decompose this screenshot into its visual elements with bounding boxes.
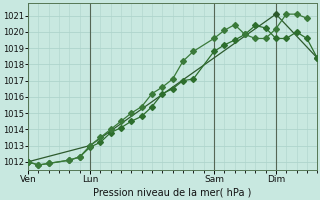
X-axis label: Pression niveau de la mer( hPa ): Pression niveau de la mer( hPa ) [93,187,252,197]
